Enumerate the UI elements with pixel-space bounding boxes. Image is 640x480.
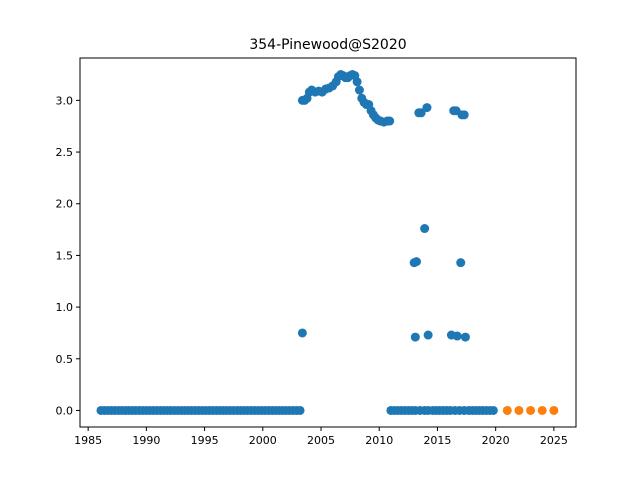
x-tick-label: 2015 bbox=[423, 434, 451, 447]
y-tick-label: 1.5 bbox=[56, 249, 74, 262]
data-point bbox=[537, 405, 547, 415]
y-tick-label: 0.5 bbox=[56, 353, 74, 366]
y-tick-label: 0.0 bbox=[56, 404, 74, 417]
x-tick-label: 2020 bbox=[482, 434, 510, 447]
data-point bbox=[354, 85, 364, 95]
data-point bbox=[410, 332, 420, 342]
data-point bbox=[488, 405, 498, 415]
data-point bbox=[420, 224, 430, 234]
data-point bbox=[423, 330, 433, 340]
y-tick-label: 1.0 bbox=[56, 301, 74, 314]
data-point bbox=[514, 405, 524, 415]
x-tick-label: 2010 bbox=[365, 434, 393, 447]
y-axis-ticks: 0.0 0.5 1.0 1.5 2.0 2.5 3.0 bbox=[56, 94, 80, 417]
data-point bbox=[411, 257, 421, 267]
data-point bbox=[297, 328, 307, 338]
chart-title: 354-Pinewood@S2020 bbox=[249, 37, 406, 53]
plot-frame bbox=[79, 57, 577, 428]
data-point bbox=[295, 405, 305, 415]
data-point bbox=[452, 331, 462, 341]
data-point bbox=[549, 405, 559, 415]
x-tick-label: 2000 bbox=[249, 434, 277, 447]
x-axis-ticks: 1985 1990 1995 2000 2005 2010 2015 2020 2025 bbox=[74, 427, 568, 447]
data-point bbox=[352, 77, 362, 87]
data-points bbox=[96, 70, 559, 415]
y-tick-label: 3.0 bbox=[56, 94, 74, 107]
x-tick-label: 1985 bbox=[74, 434, 102, 447]
y-tick-label: 2.5 bbox=[56, 146, 74, 159]
data-point bbox=[416, 108, 426, 118]
data-point bbox=[385, 116, 395, 126]
data-point bbox=[460, 332, 470, 342]
data-point bbox=[456, 258, 466, 268]
x-tick-label: 2025 bbox=[540, 434, 568, 447]
data-point bbox=[526, 405, 536, 415]
x-tick-label: 2005 bbox=[307, 434, 335, 447]
y-tick-label: 2.0 bbox=[56, 198, 74, 211]
x-tick-label: 1995 bbox=[191, 434, 219, 447]
x-tick-label: 1990 bbox=[132, 434, 160, 447]
data-point bbox=[422, 103, 432, 113]
data-point bbox=[459, 110, 469, 120]
data-point bbox=[502, 405, 512, 415]
